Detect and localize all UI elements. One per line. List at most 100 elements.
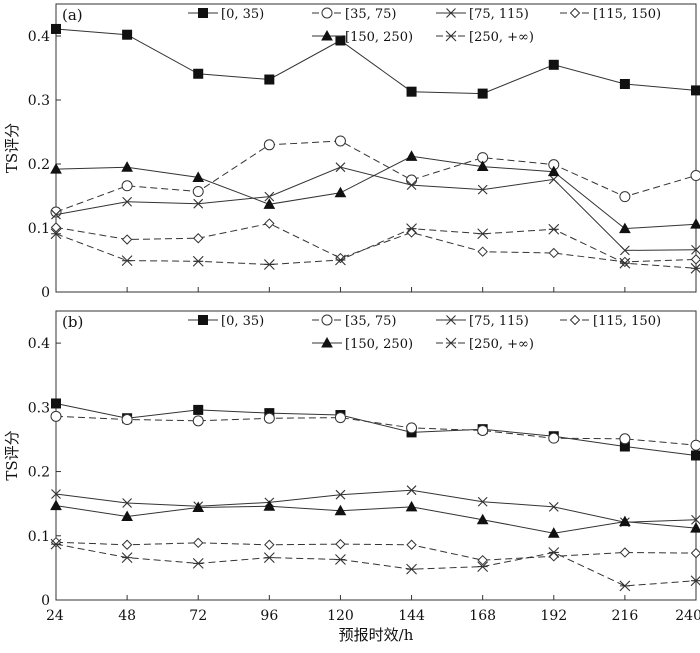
legend: [0, 35) [35, 75) [75, 115) [115, 150) [150, … — [188, 314, 661, 352]
legend-label: [35, 75) — [345, 314, 397, 329]
data-point — [265, 219, 274, 228]
series-4 — [52, 538, 700, 565]
data-point — [122, 553, 132, 563]
series-4 — [52, 219, 700, 266]
data-point — [51, 207, 61, 217]
data-point — [265, 75, 274, 84]
legend-marker — [322, 8, 332, 18]
legend-label: [150, 250) — [345, 337, 413, 352]
data-point — [692, 255, 700, 264]
data-point — [264, 553, 274, 563]
data-point — [407, 564, 417, 574]
data-point — [52, 538, 61, 547]
y-tick-label: 0.3 — [28, 93, 50, 109]
series-5 — [51, 501, 700, 538]
series-1 — [52, 399, 700, 460]
data-point — [193, 416, 203, 426]
x-tick-label: 216 — [612, 608, 639, 624]
legend-label: [0, 35) — [221, 7, 264, 22]
legend-marker — [322, 315, 332, 325]
data-point — [407, 423, 417, 433]
data-point — [122, 415, 132, 425]
data-point — [478, 247, 487, 256]
data-point — [51, 501, 61, 510]
y-tick-label: 0.3 — [28, 400, 50, 416]
legend-label: [0, 35) — [221, 314, 264, 329]
series-line — [56, 229, 696, 269]
data-point — [335, 555, 345, 565]
series-6 — [51, 224, 700, 274]
plot-frame — [56, 311, 696, 600]
series-2 — [51, 411, 700, 450]
data-point — [52, 24, 61, 33]
series-line — [56, 506, 696, 534]
legend-label: [250, +∞) — [469, 337, 534, 352]
x-tick-label: 96 — [260, 608, 278, 624]
data-point — [193, 187, 203, 197]
data-point — [478, 89, 487, 98]
series-line — [56, 544, 696, 586]
data-point — [620, 548, 629, 557]
y-tick-label: 0.4 — [28, 29, 50, 45]
data-point — [123, 540, 132, 549]
data-point — [407, 175, 417, 185]
data-point — [194, 538, 203, 547]
data-point — [193, 256, 203, 266]
data-point — [264, 413, 274, 423]
panel-label: (a) — [62, 6, 83, 24]
y-tick-label: 0.2 — [28, 465, 50, 481]
data-point — [194, 405, 203, 414]
y-tick-label: 0.1 — [28, 221, 50, 237]
series-line — [56, 416, 696, 445]
y-axis-title: TS评分 — [3, 430, 21, 480]
data-point — [692, 549, 700, 558]
y-axis-title: TS评分 — [3, 123, 21, 173]
data-point — [122, 256, 132, 266]
data-point — [123, 30, 132, 39]
data-point — [336, 36, 345, 45]
data-point — [51, 411, 61, 421]
x-tick-label: 168 — [469, 608, 496, 624]
data-point — [407, 87, 416, 96]
legend: [0, 35)[35, 75)[75, 115)[115, 150)[150, … — [188, 7, 661, 45]
data-point — [692, 86, 700, 95]
data-point — [52, 399, 61, 408]
x-tick-label: 72 — [189, 608, 207, 624]
data-point — [336, 254, 345, 263]
series-6 — [51, 539, 700, 591]
data-point — [549, 60, 558, 69]
data-point — [478, 425, 488, 435]
y-tick-label: 0 — [41, 593, 50, 609]
legend-label: [115, 150) — [593, 314, 661, 329]
data-point — [336, 163, 345, 172]
legend-label: [75, 115) — [469, 314, 529, 329]
data-point — [264, 140, 274, 150]
data-point — [620, 192, 630, 202]
data-point — [336, 540, 345, 549]
data-point — [335, 188, 345, 197]
legend-label: [75, 115) — [469, 7, 529, 22]
data-point — [620, 434, 630, 444]
legend-label: [150, 250) — [345, 30, 413, 45]
x-axis-title: 预报时效/h — [339, 626, 414, 644]
y-tick-label: 0.4 — [28, 336, 50, 352]
x-tick-label: 48 — [118, 608, 136, 624]
plot-frame — [56, 4, 696, 292]
data-point — [549, 433, 559, 443]
legend-label: [35, 75) — [345, 7, 397, 22]
data-point — [194, 69, 203, 78]
legend-marker — [446, 31, 456, 41]
series-line — [56, 542, 696, 560]
data-point — [620, 80, 629, 89]
data-point — [691, 171, 700, 181]
data-point — [478, 229, 488, 239]
data-point — [123, 235, 132, 244]
x-tick-label: 120 — [327, 608, 354, 624]
data-point — [335, 413, 345, 423]
data-point — [549, 224, 559, 234]
panel-label: (b) — [62, 313, 83, 331]
legend-marker — [199, 316, 208, 325]
